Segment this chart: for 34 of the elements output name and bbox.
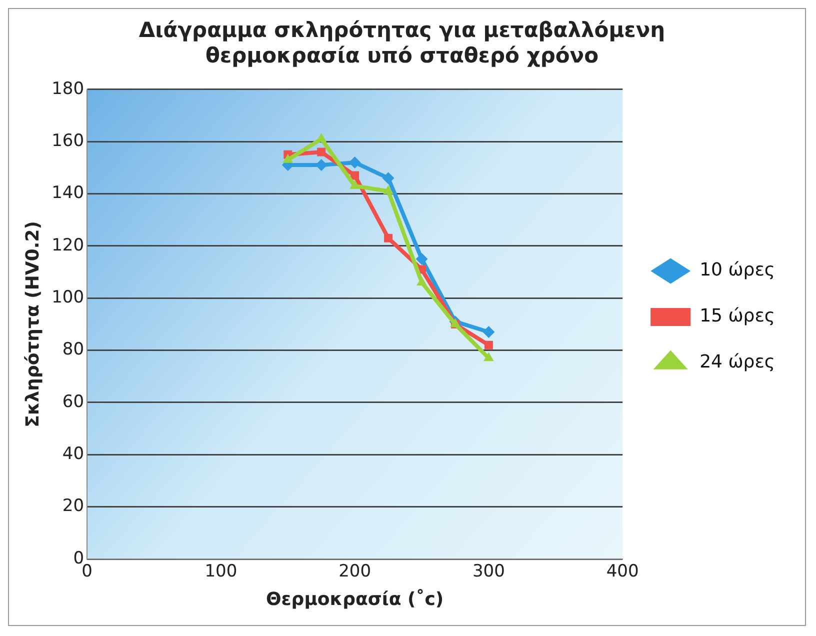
point (484, 340, 493, 350)
chart-title: Διάγραμμα σκληρότητας για μεταβαλλόμενη θερμοκρασία υπό σταθερό χρόνο (138, 18, 666, 68)
point (316, 132, 327, 142)
y-axis-title: Σκληρότητα (HV0.2) (22, 221, 44, 428)
point (350, 171, 360, 180)
legend-label: 15 ώρες (700, 306, 776, 327)
legend-label: 24 ώρες (700, 352, 776, 373)
y-tick-label: 0 (73, 548, 84, 568)
point (282, 154, 294, 163)
x-tick-label: 400 (606, 562, 639, 582)
point (384, 234, 393, 242)
y-tick-label: 140 (52, 183, 84, 204)
x-tick-label: 300 (472, 562, 505, 582)
y-tick-label: 20 (62, 496, 84, 516)
y-tick-label: 80 (62, 340, 84, 360)
point (482, 326, 495, 338)
legend-label: 10 ώρες (700, 260, 776, 281)
y-tick-label: 180 (52, 78, 84, 99)
point (317, 148, 326, 156)
point (382, 172, 394, 184)
y-tick-label: 160 (52, 131, 84, 151)
point (416, 252, 428, 265)
x-tick-label: 100 (204, 562, 238, 582)
point (348, 156, 361, 168)
point (416, 276, 427, 286)
y-tick-label: 60 (62, 392, 84, 412)
point (383, 185, 394, 194)
y-tick-label: 40 (62, 444, 84, 464)
y-tick-label: 120 (52, 235, 84, 256)
point (484, 352, 494, 362)
x-tick-label: 200 (338, 562, 372, 582)
point (350, 180, 360, 189)
x-axis-title: Θερμοκρασία (˚c) (266, 588, 444, 610)
y-tick-label: 100 (52, 288, 84, 308)
